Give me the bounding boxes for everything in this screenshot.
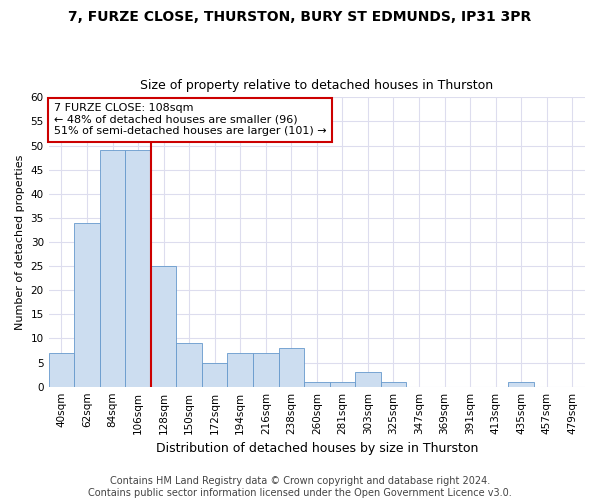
Bar	[508, 382, 534, 386]
Bar	[380, 382, 406, 386]
Y-axis label: Number of detached properties: Number of detached properties	[15, 154, 25, 330]
Bar	[125, 150, 151, 386]
Text: Contains HM Land Registry data © Crown copyright and database right 2024.
Contai: Contains HM Land Registry data © Crown c…	[88, 476, 512, 498]
Bar	[278, 348, 304, 387]
Bar	[176, 344, 202, 386]
Bar	[151, 266, 176, 386]
Bar	[355, 372, 380, 386]
Bar	[202, 362, 227, 386]
Title: Size of property relative to detached houses in Thurston: Size of property relative to detached ho…	[140, 79, 493, 92]
Bar	[253, 353, 278, 386]
Bar	[329, 382, 355, 386]
X-axis label: Distribution of detached houses by size in Thurston: Distribution of detached houses by size …	[155, 442, 478, 455]
Bar	[74, 222, 100, 386]
Text: 7 FURZE CLOSE: 108sqm
← 48% of detached houses are smaller (96)
51% of semi-deta: 7 FURZE CLOSE: 108sqm ← 48% of detached …	[54, 103, 326, 136]
Bar	[49, 353, 74, 386]
Bar	[304, 382, 329, 386]
Bar	[100, 150, 125, 386]
Text: 7, FURZE CLOSE, THURSTON, BURY ST EDMUNDS, IP31 3PR: 7, FURZE CLOSE, THURSTON, BURY ST EDMUND…	[68, 10, 532, 24]
Bar	[227, 353, 253, 386]
